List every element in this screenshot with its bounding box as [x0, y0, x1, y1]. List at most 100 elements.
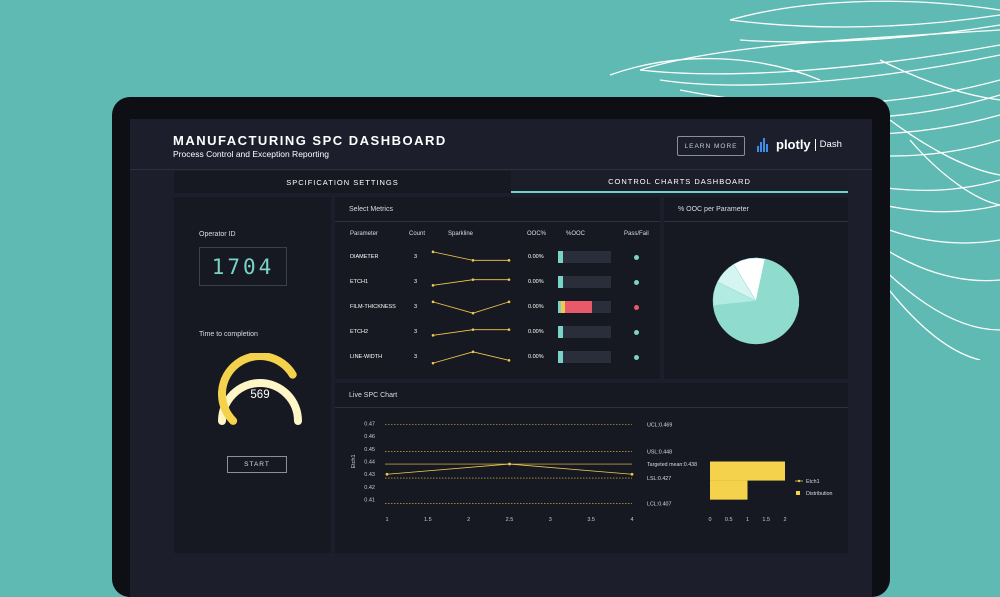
- sparkline-point: [507, 300, 511, 304]
- completion-gauge: [218, 353, 302, 425]
- page-subtitle: Process Control and Exception Reporting: [173, 149, 329, 159]
- select-metrics-panel: Select Metrics Parameter Count Sparkline…: [335, 197, 660, 379]
- ooc-pie-title: % OOC per Parameter: [678, 206, 749, 213]
- operator-id-label: Operator ID: [199, 231, 236, 238]
- panel-divider: [664, 221, 848, 222]
- metric-ooc-bar: [558, 301, 611, 313]
- legend-label: Distribution: [806, 491, 833, 497]
- legend-label: Etch1: [806, 479, 820, 485]
- metric-count: 3: [414, 354, 418, 360]
- control-line-label: UCL:0.469: [647, 423, 672, 429]
- control-line-label: USL:0.448: [647, 449, 672, 455]
- col-header-parameter: Parameter: [350, 231, 379, 237]
- col-header-sparkline: Sparkline: [448, 231, 474, 237]
- metric-parameter-name: ETCH1: [350, 279, 369, 285]
- learn-more-button[interactable]: LEARN MORE: [677, 136, 745, 156]
- metric-row[interactable]: LINE-WIDTH 3 0.00%: [335, 345, 660, 370]
- sparkline-point: [507, 328, 511, 331]
- dashboard-screen: MANUFACTURING SPC DASHBOARD Process Cont…: [130, 119, 872, 597]
- logo-divider: [814, 138, 816, 151]
- sparkline-point: [507, 359, 511, 362]
- legend-point-swatch: [797, 479, 801, 483]
- panel-divider: [335, 407, 848, 408]
- sparkline-point: [471, 311, 475, 315]
- sparkline-point: [431, 361, 435, 365]
- ooc-bar-segment: [558, 301, 562, 313]
- distribution-x-tick-label: 1: [746, 517, 749, 523]
- distribution-bar: [710, 480, 748, 500]
- pass-fail-indicator: [634, 355, 639, 360]
- control-line-label: Targeted mean:0.438: [647, 462, 697, 468]
- page-title: MANUFACTURING SPC DASHBOARD: [173, 133, 447, 148]
- x-tick-label: 1: [385, 517, 388, 523]
- distribution-bar: [710, 461, 785, 481]
- col-header-count: Count: [409, 231, 426, 237]
- logo-dash: Dash: [819, 139, 842, 150]
- tab-specification-settings[interactable]: SPCIFICATION SETTINGS: [174, 171, 511, 193]
- metric-parameter-name: DIAMETER: [350, 254, 379, 260]
- sparkline-point: [471, 328, 475, 331]
- sparkline-point: [471, 259, 475, 262]
- y-tick-label: 0.44: [364, 460, 375, 466]
- metric-ooc-bar: [558, 251, 611, 263]
- metric-sparkline: [431, 328, 511, 337]
- live-spc-chart: 0.47 0.46 0.45 0.44 0.43 0.42 0.41 1 1.5 2 2.5 3 3.5…: [351, 421, 833, 523]
- metric-row[interactable]: ETCH1 3 0.00%: [335, 270, 660, 295]
- metric-ooc-bar: [558, 326, 611, 338]
- x-tick-label: 2.5: [506, 517, 514, 523]
- y-tick-label: 0.42: [364, 485, 375, 491]
- metric-sparkline: [431, 278, 511, 287]
- spc-data-point: [630, 472, 634, 476]
- sparkline-point: [471, 350, 475, 354]
- metric-count: 3: [414, 254, 418, 260]
- sparkline-path: [432, 301, 510, 314]
- pass-fail-indicator: [634, 305, 639, 310]
- pass-fail-indicator: [634, 255, 639, 260]
- control-line-label: LCL:0.407: [647, 501, 671, 507]
- sparkline-point: [507, 259, 511, 262]
- metric-ooc-percent: 0.00%: [528, 304, 544, 310]
- tab-control-charts-dashboard[interactable]: CONTROL CHARTS DASHBOARD: [511, 171, 848, 193]
- select-metrics-title: Select Metrics: [349, 206, 393, 213]
- metric-parameter-name: LINE-WIDTH: [350, 354, 383, 360]
- sparkline-point: [431, 284, 435, 287]
- ooc-bar-segment: [558, 326, 564, 338]
- ooc-bar-segment: [558, 351, 564, 363]
- plotly-logo-icon: [757, 137, 771, 152]
- col-header-percent-ooc: %OOC: [566, 231, 586, 237]
- y-tick-label: 0.47: [364, 421, 375, 427]
- ooc-pie-chart: [712, 257, 800, 345]
- x-tick-label: 3.5: [587, 517, 595, 523]
- y-tick-label: 0.46: [364, 434, 375, 440]
- ooc-bar-segment: [564, 301, 592, 313]
- spc-series-line: [386, 463, 633, 475]
- panel-divider: [335, 221, 660, 222]
- time-to-completion-label: Time to completion: [199, 331, 258, 338]
- start-button[interactable]: START: [227, 456, 287, 473]
- distribution-x-tick-label: 0: [708, 517, 711, 523]
- metric-row[interactable]: DIAMETER 3 0.00%: [335, 245, 660, 270]
- metric-count: 3: [414, 279, 418, 285]
- sparkline-point: [431, 300, 435, 304]
- legend-bar-swatch: [796, 491, 800, 495]
- plotly-dash-logo[interactable]: plotly Dash: [757, 137, 842, 152]
- x-tick-label: 1.5: [424, 517, 432, 523]
- metric-ooc-percent: 0.00%: [528, 279, 544, 285]
- distribution-x-tick-label: 0.5: [725, 517, 733, 523]
- sparkline-point: [507, 278, 511, 281]
- sparkline-path: [432, 351, 510, 364]
- sparkline-point: [431, 334, 435, 337]
- metric-ooc-percent: 0.00%: [528, 329, 544, 335]
- distribution-x-tick-label: 1.5: [762, 517, 770, 523]
- metric-row[interactable]: FILM-THICKNESS 3 0.00%: [335, 295, 660, 320]
- control-line-label: LSL:0.427: [647, 476, 671, 482]
- ooc-pie-panel: % OOC per Parameter: [664, 197, 848, 379]
- metric-row[interactable]: ETCH2 3 0.00%: [335, 320, 660, 345]
- spc-data-point: [385, 472, 389, 476]
- y-axis-label: Etch1: [351, 454, 357, 468]
- metric-sparkline: [431, 250, 511, 262]
- metric-ooc-percent: 0.00%: [528, 254, 544, 260]
- operator-id-display: 1704: [199, 247, 287, 286]
- ooc-bar-segment: [558, 251, 564, 263]
- operator-panel: Operator ID 1704 Time to completion 569 …: [174, 197, 331, 553]
